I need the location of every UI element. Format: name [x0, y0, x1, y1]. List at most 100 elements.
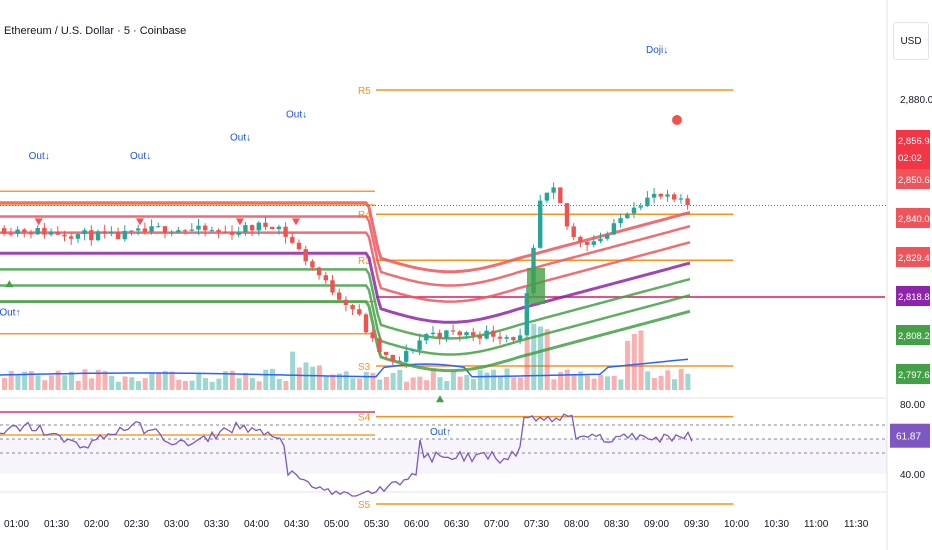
band-s2: [0, 284, 691, 356]
currency-button[interactable]: USD: [893, 22, 929, 60]
candle-body: [82, 230, 87, 235]
candle-body: [584, 241, 590, 245]
price-axis[interactable]: 2,880.00 2,856.90 02:02 2,850.69 2,840.08 2,8…: [890, 95, 932, 481]
candle-body: [75, 234, 81, 239]
volume-bar: [203, 378, 208, 390]
candle-body: [370, 332, 375, 339]
volume-bar: [645, 371, 651, 390]
volume-bar: [28, 371, 34, 390]
candle-body: [182, 230, 188, 232]
volume-bar: [370, 372, 376, 390]
sell-marker: [236, 218, 244, 226]
candle-body: [551, 187, 556, 193]
candle-body: [35, 227, 40, 235]
candle-body: [263, 222, 268, 227]
rsi-tick: 80.00: [900, 400, 925, 411]
volume-bar: [102, 370, 108, 390]
time-tick: 02:00: [84, 519, 109, 530]
candle-body: [343, 299, 349, 306]
candle-body: [651, 193, 657, 198]
volume-bar: [678, 368, 684, 390]
volume-bar: [22, 371, 28, 390]
time-tick: 06:00: [404, 519, 429, 530]
candle-body: [350, 305, 355, 310]
signal-markers: Out↓ Out↓ Out↓ Out↓ Out↑ Out↑ Doji↓: [0, 45, 682, 438]
volume-bar: [2, 377, 7, 390]
volume-bar: [337, 373, 342, 390]
sell-marker: [292, 218, 300, 226]
rsi-value-box: [890, 423, 930, 448]
time-tick: 07:00: [484, 519, 509, 530]
volume-bar: [450, 371, 456, 390]
rsi-line: [0, 413, 693, 497]
volume-bar: [330, 374, 336, 390]
candle-body: [678, 198, 684, 200]
volume-bar: [48, 375, 54, 390]
signal-annotation: Out↑: [0, 307, 20, 318]
candle-body: [672, 194, 677, 200]
volume-bar: [223, 371, 229, 390]
volume-bar: [162, 371, 168, 390]
volume-bar: [631, 334, 637, 390]
volume-bar: [249, 377, 255, 390]
volume-bar: [524, 336, 530, 390]
candle-body: [69, 236, 74, 239]
time-tick: 07:30: [524, 519, 549, 530]
candle-body: [283, 226, 288, 237]
volume-bar: [685, 373, 691, 390]
candle-body: [511, 337, 516, 341]
candle-body: [404, 351, 409, 362]
candle-body: [665, 194, 670, 197]
volume-bar: [189, 380, 195, 390]
volume-bar: [551, 379, 557, 390]
volume-bar: [283, 381, 289, 390]
volume-bar: [491, 369, 497, 390]
volume-bar: [296, 367, 302, 390]
price-label: 2,829.47: [898, 253, 932, 264]
candle-body: [357, 309, 362, 315]
candle-body: [22, 229, 27, 233]
signal-annotation: Out↓: [286, 110, 307, 121]
candle-body: [571, 226, 576, 237]
candle-body: [377, 338, 382, 352]
volume-bar: [136, 381, 141, 390]
volume-bar: [270, 368, 275, 390]
candle-body: [611, 223, 617, 235]
candle-body: [330, 280, 335, 293]
volume-bar: [584, 375, 590, 390]
band-r1: [0, 231, 691, 303]
pivot-label-s3: S3: [358, 362, 371, 373]
price-label-box: [896, 247, 930, 267]
candle-body: [162, 226, 168, 233]
pivot-label-s4: S4: [358, 413, 371, 424]
volume-bar: [477, 370, 483, 390]
volume-bar: [42, 380, 48, 390]
candle-body: [424, 334, 429, 341]
candle-body: [631, 207, 637, 214]
time-tick: 01:30: [44, 519, 69, 530]
price-label: 2,797.64: [898, 370, 932, 381]
volume-bar: [169, 371, 175, 390]
signal-annotation: Out↓: [130, 151, 151, 162]
volume-bar: [424, 380, 430, 390]
time-axis[interactable]: 01:00 01:30 02:00 02:30 03:00 03:30 04:00 04:30…: [4, 519, 869, 530]
volume-bar: [497, 376, 503, 390]
chart-title: Ethereum / U.S. Dollar · 5 · Coinbase: [4, 25, 187, 37]
volume-bar: [310, 366, 316, 390]
candle-body: [638, 206, 643, 208]
volume-bar: [176, 379, 182, 390]
candle-body: [605, 234, 610, 239]
volume-bar: [156, 372, 162, 390]
price-label-box: [896, 325, 930, 345]
time-tick: 11:00: [804, 519, 829, 530]
pivot-label-s5: S5: [358, 500, 371, 511]
volume-bar: [149, 372, 155, 390]
candle-body: [591, 241, 596, 245]
volume-bar: [263, 369, 269, 390]
buy-marker: [5, 280, 14, 288]
price-label-box: [896, 169, 930, 189]
volume-bar: [517, 377, 523, 390]
volume-bar: [15, 375, 21, 390]
sell-marker: [136, 218, 144, 226]
